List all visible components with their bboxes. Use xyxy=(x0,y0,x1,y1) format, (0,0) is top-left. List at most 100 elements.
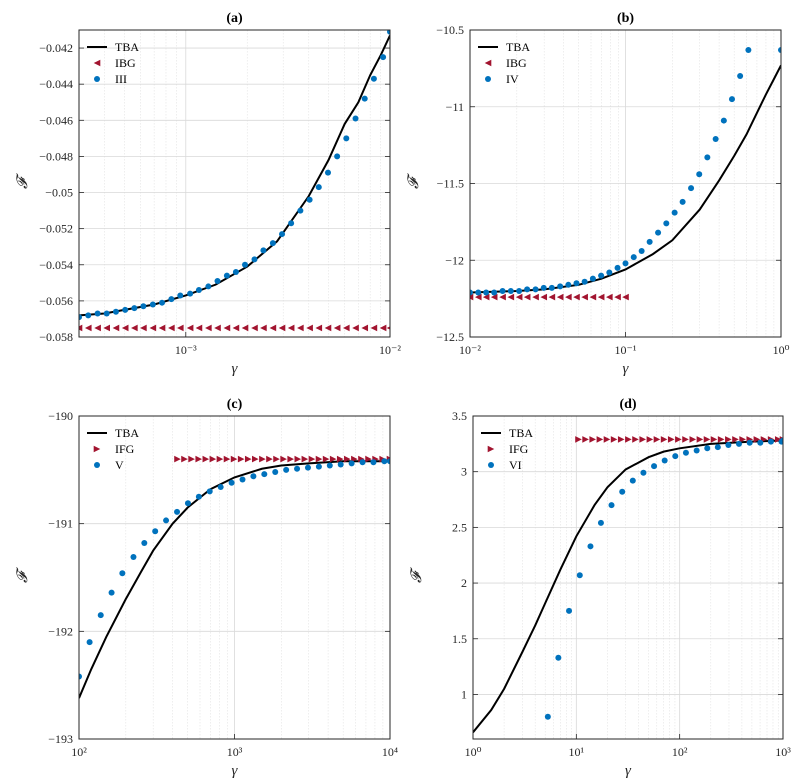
point-iv xyxy=(655,229,662,236)
point-ifg xyxy=(639,436,647,443)
legend-swatch-circle xyxy=(94,76,100,82)
point-iv xyxy=(638,248,645,255)
legend-label: IFG xyxy=(115,442,135,456)
point-ifg xyxy=(216,455,224,463)
point-ifg xyxy=(710,436,718,443)
point-ibg xyxy=(131,324,138,332)
y-tick-label: −190 xyxy=(48,409,73,423)
y-tick-label: 2.5 xyxy=(452,520,467,534)
legend-swatch-circle xyxy=(485,76,491,82)
point-ibg xyxy=(214,324,221,332)
point-ifg xyxy=(336,455,344,463)
point-ifg xyxy=(739,436,746,443)
point-ibg xyxy=(507,293,515,301)
point-ifg xyxy=(174,455,181,463)
point-ibg xyxy=(168,324,175,332)
point-iv xyxy=(720,117,727,124)
y-tick-label: −192 xyxy=(48,624,73,638)
point-iii xyxy=(79,314,82,321)
point-v xyxy=(381,458,388,465)
point-ibg xyxy=(548,293,556,301)
point-ibg xyxy=(379,324,387,332)
point-iii xyxy=(195,287,202,294)
point-ifg xyxy=(344,455,351,463)
point-iii xyxy=(214,278,221,285)
point-iv xyxy=(475,289,482,296)
point-iii xyxy=(352,115,359,122)
point-vi xyxy=(576,572,583,579)
panel-d: 10⁰ 10¹ 10² 10³ 1 1.5 2 2.5 3 3.5 (d) γ 𝓕 TBA IFG VI xyxy=(409,397,791,779)
point-ifg xyxy=(610,436,618,443)
point-ibg xyxy=(565,293,572,301)
point-iii xyxy=(380,54,387,61)
x-tick-label: 10⁻¹ xyxy=(615,343,637,357)
point-ifg xyxy=(195,455,203,463)
point-ibg xyxy=(205,324,212,332)
point-ifg xyxy=(223,455,231,463)
point-iv xyxy=(507,287,514,294)
legend: TBA IBG III xyxy=(87,40,139,86)
point-v xyxy=(315,463,322,470)
plot-area xyxy=(79,30,390,337)
y-tick-label: −0.054 xyxy=(39,258,73,272)
point-ifg xyxy=(689,436,697,443)
point-ifg xyxy=(252,455,259,463)
point-ifg xyxy=(625,436,632,443)
legend: TBA IBG IV xyxy=(478,40,530,86)
y-tick-label: 2 xyxy=(461,576,467,590)
point-vi xyxy=(640,469,647,476)
point-ibg xyxy=(297,324,304,332)
point-ibg xyxy=(195,324,203,332)
point-iv xyxy=(565,281,572,288)
point-v xyxy=(108,589,115,596)
legend-label: TBA xyxy=(509,426,533,440)
point-iv xyxy=(581,278,588,285)
y-tick-label: −0.058 xyxy=(39,330,73,344)
point-v xyxy=(163,517,170,524)
point-vi xyxy=(746,439,753,446)
legend: TBA IFG V xyxy=(87,426,139,472)
axes-frame xyxy=(472,415,784,740)
point-ifg xyxy=(774,436,782,443)
point-ibg xyxy=(532,293,539,301)
legend-label: IBG xyxy=(506,56,527,70)
x-tick-label: 10² xyxy=(672,745,688,759)
point-ifg xyxy=(358,455,365,463)
point-vi xyxy=(651,463,658,470)
point-iv xyxy=(491,289,498,296)
x-tick-label: 10⁻² xyxy=(459,343,481,357)
legend-label: TBA xyxy=(115,40,139,54)
point-v xyxy=(370,459,377,466)
point-ifg xyxy=(181,455,188,463)
point-v xyxy=(283,466,290,473)
x-axis-label: γ xyxy=(623,361,630,377)
y-tick-label: −0.048 xyxy=(39,149,73,163)
point-iii xyxy=(279,231,286,238)
point-ibg xyxy=(474,293,482,301)
point-iv xyxy=(646,238,653,245)
point-vi xyxy=(672,453,679,460)
point-ibg xyxy=(287,324,295,332)
legend-label: TBA xyxy=(115,426,139,440)
point-iv xyxy=(630,254,637,261)
point-ibg xyxy=(482,293,490,301)
point-v xyxy=(304,464,311,471)
legend-label: III xyxy=(115,72,127,86)
point-ibg xyxy=(269,324,277,332)
point-ifg xyxy=(315,455,323,463)
point-vi xyxy=(725,441,732,448)
point-ifg xyxy=(575,436,582,443)
point-ifg xyxy=(603,436,611,443)
point-ibg xyxy=(79,324,83,332)
axes-frame xyxy=(469,29,782,338)
y-tick-label: −12 xyxy=(445,253,464,267)
point-ibg xyxy=(370,324,378,332)
y-axis-label: 𝓕 xyxy=(15,566,31,583)
point-ifg xyxy=(230,455,238,463)
point-iv xyxy=(663,220,670,227)
point-ifg xyxy=(696,436,704,443)
point-iv xyxy=(606,269,613,276)
axes-frame xyxy=(78,415,391,740)
point-iii xyxy=(94,310,101,317)
y-tick-label: −193 xyxy=(48,732,73,746)
